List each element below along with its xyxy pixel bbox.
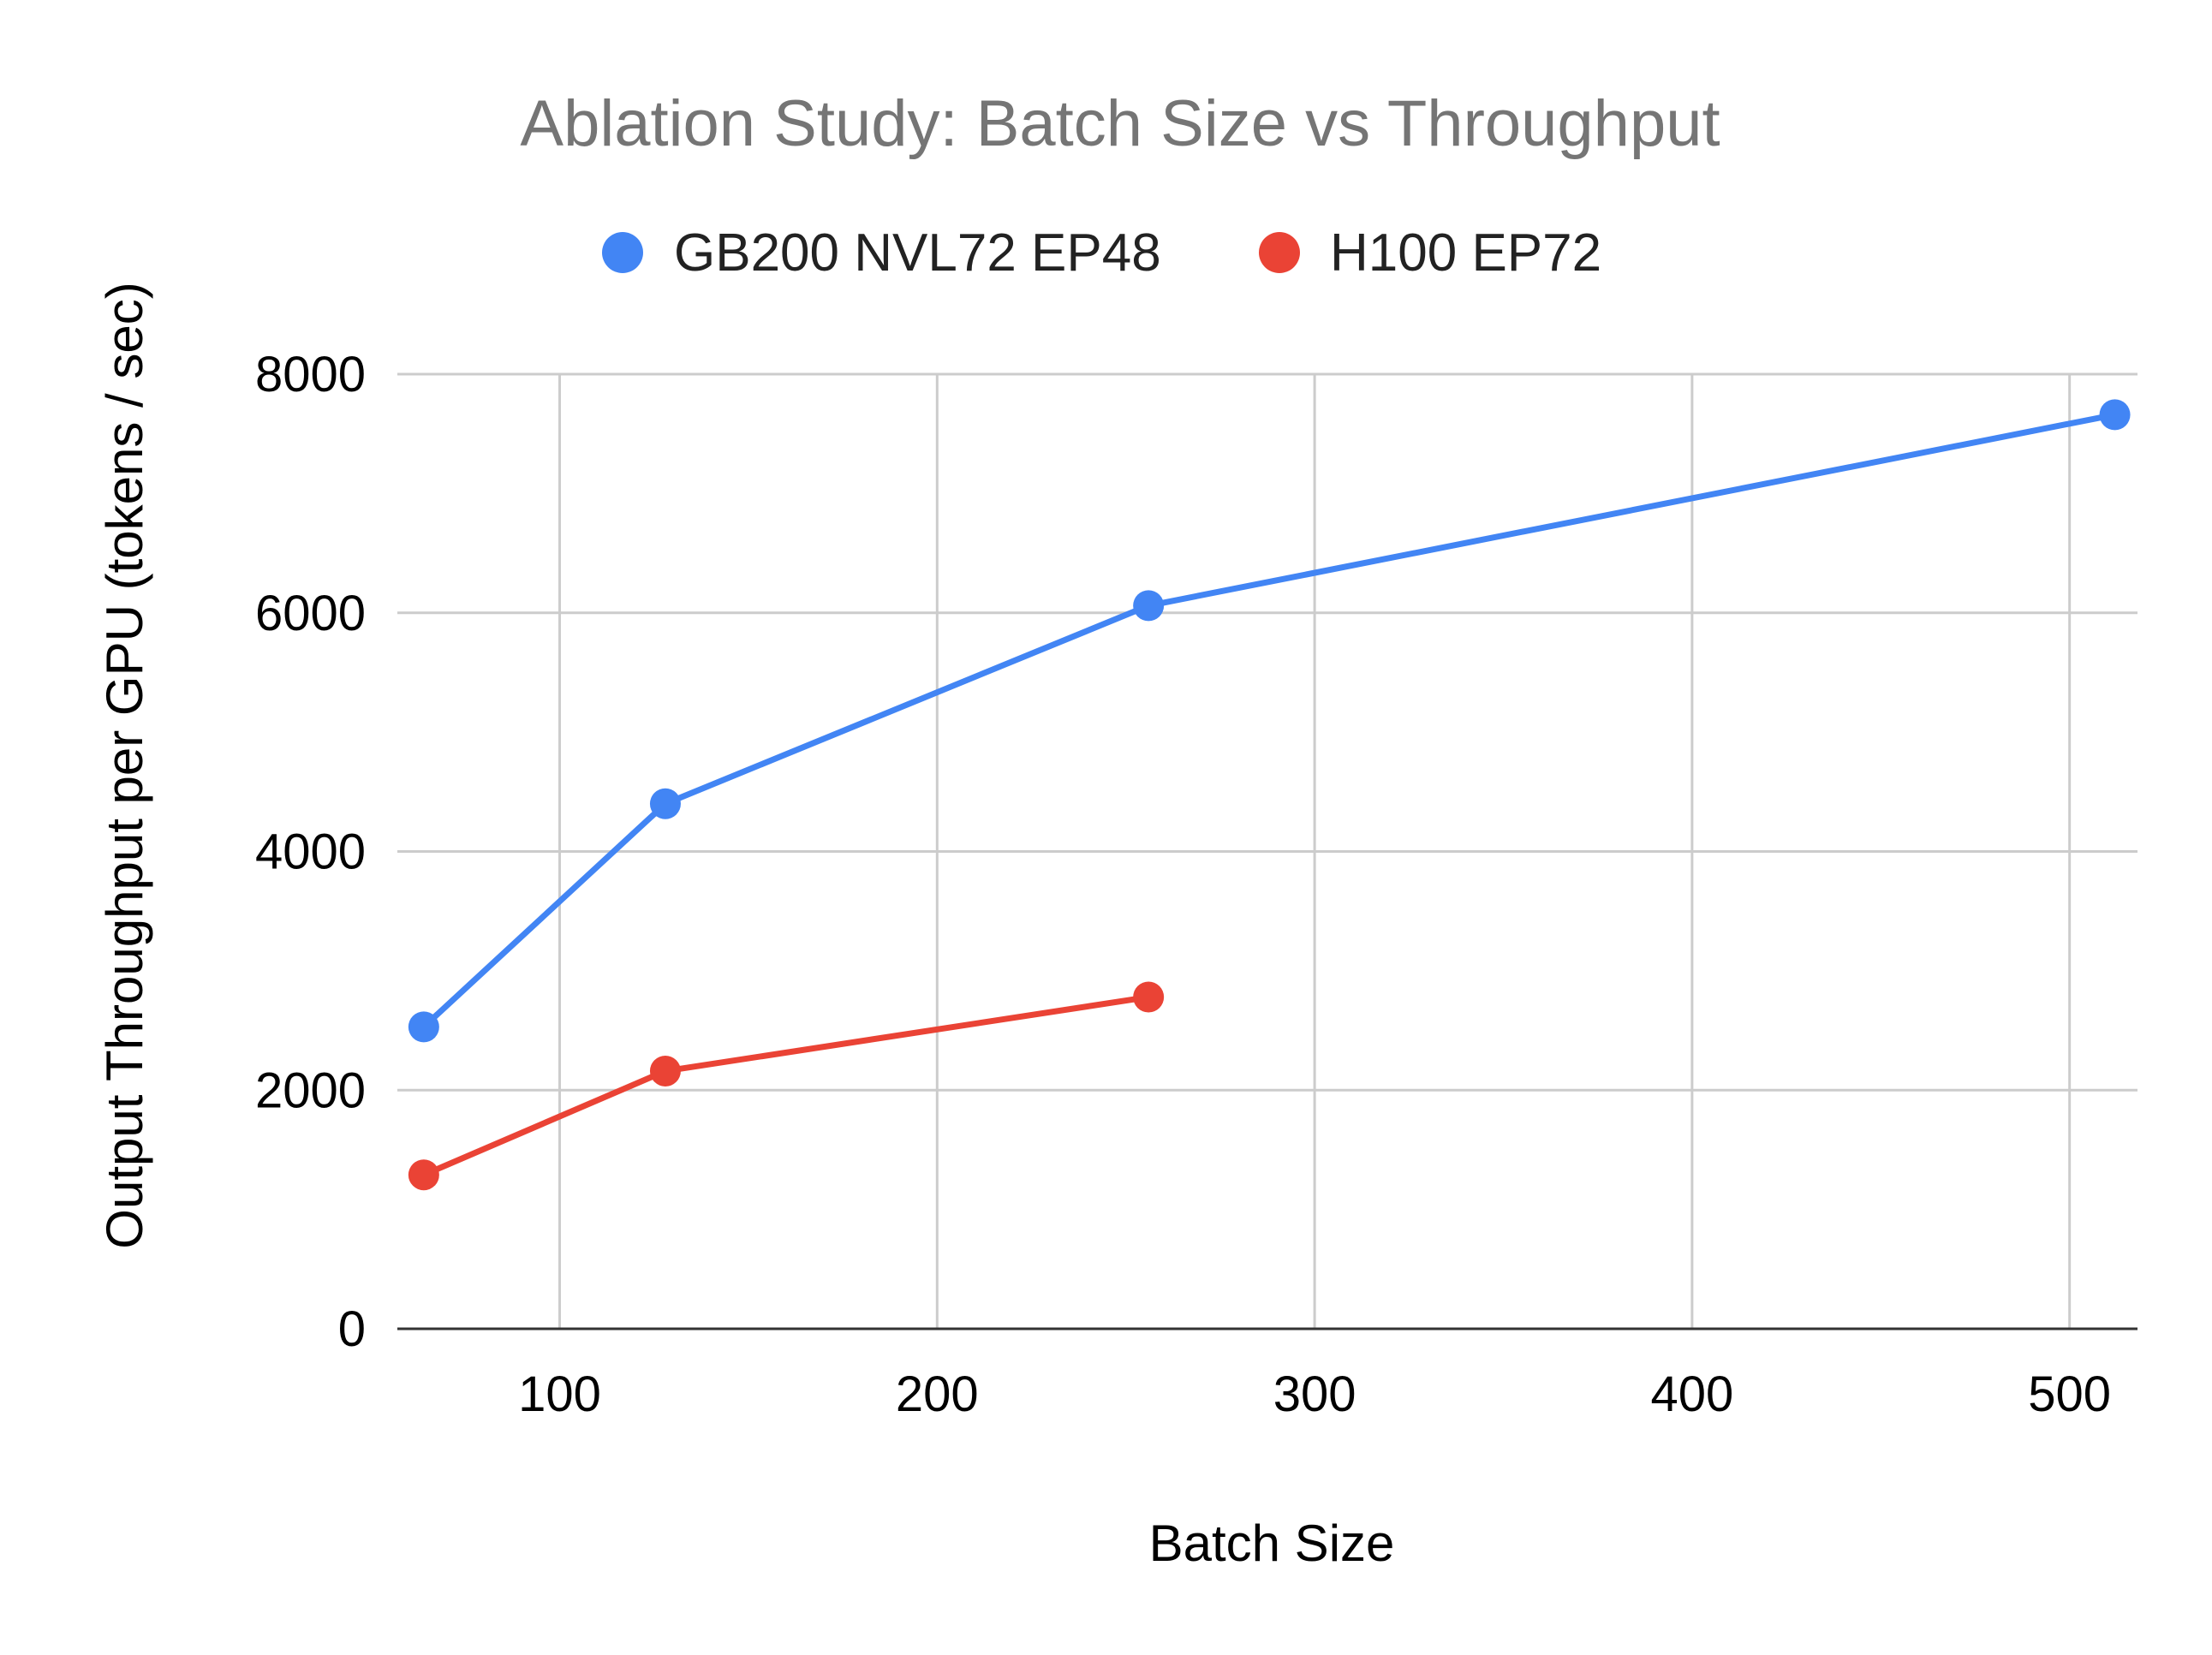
x-axis-label: Batch Size xyxy=(1149,1515,1395,1572)
legend: GB200 NVL72 EP48 H100 EP72 xyxy=(602,223,1601,283)
data-point xyxy=(2099,399,2131,431)
series-group xyxy=(408,399,2131,1191)
data-point xyxy=(408,1159,439,1191)
x-tick-label: 500 xyxy=(2028,1366,2111,1422)
x-tick-label: 400 xyxy=(1650,1366,1733,1422)
tick-labels: 0 2000 4000 6000 8000 100 200 300 400 500 xyxy=(255,347,2111,1422)
x-tick-label: 200 xyxy=(896,1366,979,1422)
data-point xyxy=(1133,590,1165,622)
data-point xyxy=(408,1011,439,1043)
legend-label: H100 EP72 xyxy=(1330,223,1601,283)
grid xyxy=(397,372,2137,1331)
y-tick-label: 6000 xyxy=(255,586,366,641)
data-point xyxy=(649,1055,681,1086)
data-point xyxy=(1133,981,1165,1013)
y-tick-label: 0 xyxy=(338,1301,366,1357)
x-tick-label: 100 xyxy=(518,1366,601,1422)
legend-label: GB200 NVL72 EP48 xyxy=(674,223,1161,283)
y-axis-label: Output Throughput per GPU (tokens / sec) xyxy=(96,282,153,1248)
y-tick-label: 2000 xyxy=(255,1063,366,1118)
y-tick-label: 8000 xyxy=(255,347,366,402)
legend-marker xyxy=(602,232,643,273)
series-line-0 xyxy=(421,411,2116,1029)
y-tick-label: 4000 xyxy=(255,825,366,880)
legend-marker xyxy=(1259,232,1300,273)
series-line-1 xyxy=(422,994,1149,1178)
x-tick-label: 300 xyxy=(1273,1366,1356,1422)
data-point xyxy=(649,788,681,819)
chart-title: Ablation Study: Batch Size vs Throughput xyxy=(520,87,1720,160)
